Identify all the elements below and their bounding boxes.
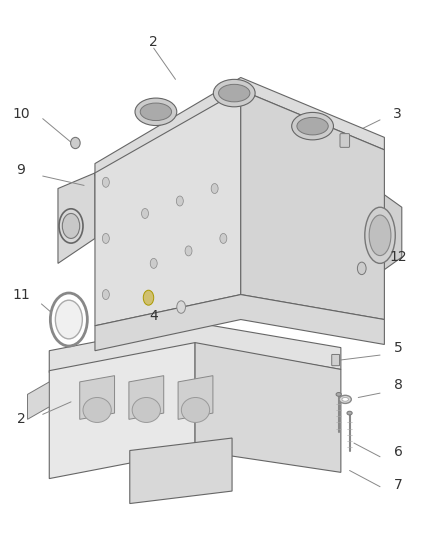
- Polygon shape: [95, 90, 241, 326]
- Circle shape: [143, 290, 154, 305]
- Circle shape: [185, 246, 192, 256]
- Polygon shape: [95, 295, 385, 351]
- Ellipse shape: [219, 84, 250, 102]
- Text: 3: 3: [393, 107, 402, 120]
- Text: 8: 8: [394, 378, 403, 392]
- Circle shape: [357, 262, 366, 274]
- Circle shape: [102, 233, 110, 244]
- Circle shape: [211, 183, 218, 193]
- Ellipse shape: [342, 398, 349, 401]
- Ellipse shape: [83, 398, 111, 423]
- Polygon shape: [376, 189, 402, 276]
- Circle shape: [102, 177, 110, 187]
- Ellipse shape: [181, 398, 210, 423]
- Polygon shape: [178, 376, 213, 419]
- Ellipse shape: [336, 392, 341, 396]
- Ellipse shape: [140, 103, 172, 120]
- Text: 11: 11: [12, 288, 30, 302]
- Circle shape: [177, 196, 184, 206]
- Polygon shape: [130, 438, 232, 504]
- Ellipse shape: [62, 214, 80, 238]
- Circle shape: [102, 289, 110, 300]
- Ellipse shape: [365, 207, 395, 263]
- Polygon shape: [195, 343, 341, 472]
- Text: 12: 12: [389, 250, 407, 264]
- Polygon shape: [49, 343, 195, 479]
- Polygon shape: [80, 376, 115, 419]
- Ellipse shape: [71, 138, 80, 149]
- FancyBboxPatch shape: [332, 354, 339, 366]
- Ellipse shape: [132, 398, 160, 423]
- Polygon shape: [28, 382, 49, 419]
- Polygon shape: [95, 77, 385, 176]
- Text: 2: 2: [149, 35, 158, 49]
- Ellipse shape: [347, 411, 352, 415]
- Ellipse shape: [339, 395, 351, 403]
- Polygon shape: [58, 173, 95, 263]
- Text: 6: 6: [394, 445, 403, 459]
- Ellipse shape: [135, 98, 177, 126]
- Ellipse shape: [292, 112, 333, 140]
- Circle shape: [177, 301, 185, 313]
- Ellipse shape: [213, 79, 255, 107]
- Text: 9: 9: [17, 163, 25, 177]
- Polygon shape: [49, 322, 341, 373]
- Polygon shape: [129, 376, 164, 419]
- Text: 4: 4: [149, 309, 158, 324]
- Polygon shape: [241, 90, 385, 319]
- Ellipse shape: [55, 300, 82, 339]
- Circle shape: [220, 233, 227, 244]
- Text: 7: 7: [394, 478, 403, 492]
- Text: 5: 5: [394, 341, 403, 354]
- Circle shape: [150, 259, 157, 269]
- Ellipse shape: [297, 117, 328, 135]
- Text: 10: 10: [12, 107, 30, 120]
- Circle shape: [141, 208, 148, 219]
- FancyBboxPatch shape: [340, 134, 350, 147]
- Text: 2: 2: [17, 413, 25, 426]
- Ellipse shape: [369, 215, 391, 256]
